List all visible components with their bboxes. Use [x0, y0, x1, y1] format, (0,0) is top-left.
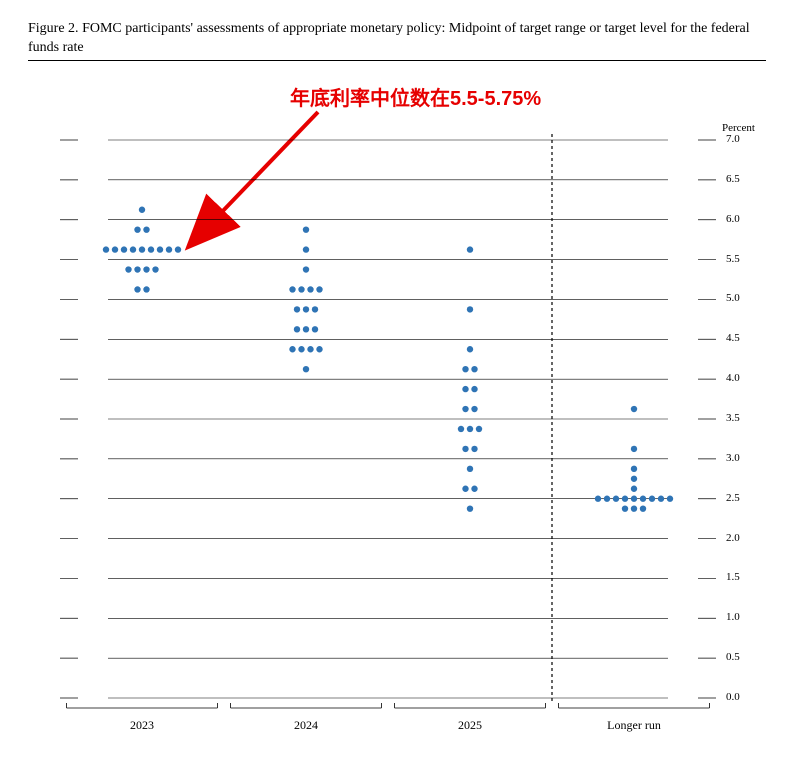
- ytick-label: 6.0: [726, 213, 740, 225]
- ytick-label: 0.0: [726, 691, 740, 703]
- dot-plot: [0, 0, 794, 768]
- ytick-label: 7.0: [726, 133, 740, 145]
- ytick-label: 1.0: [726, 611, 740, 623]
- ytick-label: 4.0: [726, 372, 740, 384]
- ytick-label: 0.5: [726, 651, 740, 663]
- ytick-label: 3.0: [726, 452, 740, 464]
- ytick-label: 5.5: [726, 253, 740, 265]
- ytick-label: 3.5: [726, 412, 740, 424]
- xtick-label: 2023: [92, 718, 192, 733]
- xtick-label: 2025: [420, 718, 520, 733]
- page-root: Figure 2. FOMC participants' assessments…: [0, 0, 794, 768]
- xtick-label: 2024: [256, 718, 356, 733]
- ytick-label: 2.5: [726, 492, 740, 504]
- ytick-label: 5.0: [726, 292, 740, 304]
- xtick-label: Longer run: [584, 718, 684, 733]
- ytick-label: 4.5: [726, 332, 740, 344]
- ytick-label: 1.5: [726, 571, 740, 583]
- ytick-label: 6.5: [726, 173, 740, 185]
- ytick-label: 2.0: [726, 532, 740, 544]
